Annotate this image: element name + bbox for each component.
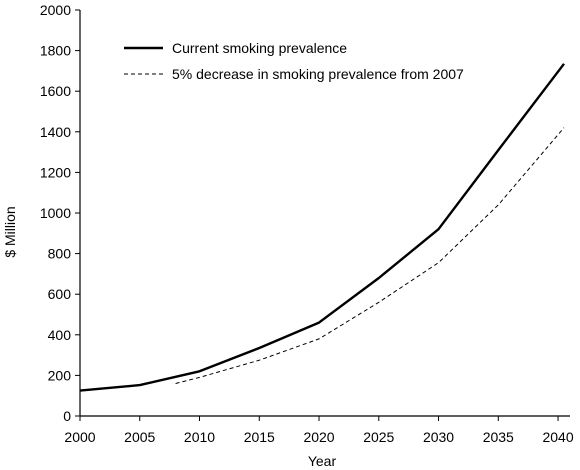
x-tick-label: 2020: [303, 429, 334, 445]
x-axis-title: Year: [308, 453, 337, 469]
y-axis-title: $ Million: [2, 206, 18, 257]
y-tick-label: 1400: [40, 124, 71, 140]
y-tick-label: 800: [48, 246, 72, 262]
series-lines: [79, 63, 565, 392]
series-line-decrease: [175, 127, 565, 384]
x-tick-label: 2030: [423, 429, 454, 445]
y-tick-label: 1000: [40, 205, 71, 221]
x-tick-label: 2040: [542, 429, 573, 445]
x-tick-label: 2000: [64, 429, 95, 445]
y-axis-ticks: 0 200 400 600 800 1000 1200 1400 1600 1800 2000: [40, 2, 80, 424]
x-tick-label: 2005: [124, 429, 155, 445]
y-tick-label: 2000: [40, 2, 71, 18]
x-tick-label: 2025: [363, 429, 394, 445]
x-axis-ticks: 2000 2005 2010 2015 2020 2025 2030 2035 2040: [64, 416, 574, 445]
series-line-current: [79, 63, 565, 392]
x-tick-label: 2035: [483, 429, 514, 445]
y-tick-label: 0: [63, 408, 71, 424]
legend-label-decrease: 5% decrease in smoking prevalence from 2…: [172, 66, 464, 82]
y-tick-label: 1800: [40, 43, 71, 59]
x-tick-label: 2010: [184, 429, 215, 445]
y-tick-label: 1200: [40, 164, 71, 180]
y-tick-label: 600: [48, 286, 72, 302]
legend: Current smoking prevalence 5% decrease i…: [124, 40, 464, 82]
x-tick-label: 2015: [244, 429, 275, 445]
legend-label-current: Current smoking prevalence: [172, 40, 347, 56]
y-tick-label: 1600: [40, 83, 71, 99]
y-tick-label: 200: [48, 367, 72, 383]
y-tick-label: 400: [48, 327, 72, 343]
